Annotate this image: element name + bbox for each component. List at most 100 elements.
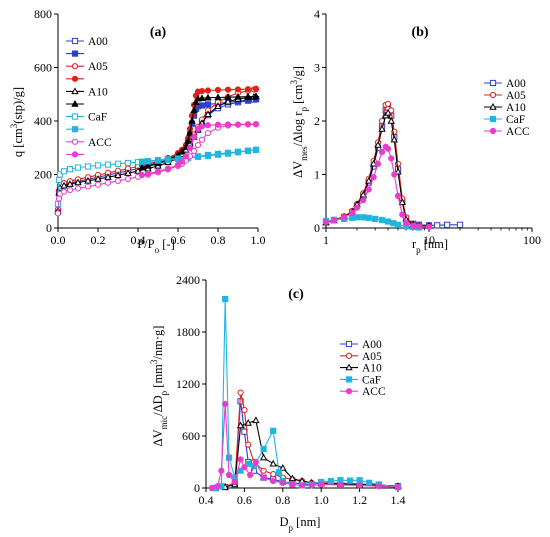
data-point — [327, 477, 334, 485]
data-point — [218, 467, 225, 474]
data-point — [194, 153, 202, 160]
legend-label: CaF — [506, 114, 525, 126]
data-point — [341, 214, 348, 221]
x-tick-label: 0.2 — [91, 233, 106, 247]
data-point — [214, 150, 222, 158]
legend-label: A10 — [506, 102, 526, 114]
y-tick-label: 0 — [314, 221, 320, 235]
data-point — [174, 155, 182, 162]
data-point — [353, 214, 361, 221]
y-axis-title: q [cm3(stp)/g] — [9, 87, 25, 157]
data-point — [214, 93, 222, 101]
data-point — [144, 170, 152, 177]
data-point — [260, 445, 267, 453]
data-point — [114, 171, 122, 179]
data-point — [298, 482, 306, 489]
data-point — [374, 141, 382, 148]
legend-marker — [489, 115, 497, 123]
y-tick-label: 4 — [314, 7, 320, 21]
data-point — [188, 116, 196, 124]
data-point — [241, 464, 248, 471]
data-point — [398, 198, 406, 206]
data-point — [378, 216, 386, 224]
legend-label: A00 — [88, 36, 108, 48]
data-point — [236, 421, 245, 429]
data-point — [372, 215, 379, 223]
data-point — [104, 179, 112, 186]
x-tick-label: 0.6 — [171, 233, 186, 247]
legend-marker — [71, 37, 79, 45]
data-point — [252, 458, 260, 466]
data-point — [378, 148, 386, 156]
data-point — [356, 477, 363, 484]
data-point — [204, 87, 212, 94]
data-point — [337, 481, 344, 489]
data-point — [260, 467, 267, 474]
data-point — [425, 223, 433, 231]
data-point — [56, 171, 64, 178]
series-line — [215, 401, 399, 489]
data-point — [84, 163, 92, 170]
data-point — [391, 171, 398, 178]
data-point — [224, 93, 232, 100]
data-point — [178, 158, 186, 165]
data-point — [245, 441, 252, 448]
data-point — [182, 153, 190, 160]
x-tick-label: 1.2 — [352, 493, 367, 507]
y-tick-label: 600 — [182, 429, 200, 443]
data-point — [346, 477, 354, 484]
data-point — [387, 116, 395, 124]
data-point — [154, 168, 162, 175]
panel-label: (a) — [150, 25, 167, 40]
x-tick-label: 0.4 — [131, 233, 146, 247]
data-point — [384, 218, 392, 225]
legend-label: CaF — [362, 374, 381, 386]
x-tick-label: 100 — [523, 233, 541, 247]
data-point — [114, 160, 122, 167]
data-point — [214, 86, 222, 94]
data-point — [144, 158, 152, 165]
data-point — [444, 221, 451, 228]
legend-label: A10 — [362, 363, 382, 375]
x-tick-label: 1 — [323, 233, 329, 247]
panel-a: 0.0 0.2 0.4 0.6 0.8 1.0 0 200 400 600 800 (a) A00 A05… — [9, 7, 266, 255]
data-point — [244, 418, 252, 426]
data-point — [194, 141, 202, 149]
data-point — [154, 156, 162, 164]
x-tick-label: 0.6 — [237, 493, 252, 507]
data-point — [288, 474, 297, 482]
legend-marker — [71, 87, 79, 95]
data-point — [356, 482, 363, 489]
series-line — [57, 123, 257, 214]
data-point — [60, 181, 68, 189]
data-point — [331, 217, 338, 224]
data-point — [375, 483, 382, 490]
data-point — [190, 147, 198, 155]
data-point — [394, 221, 402, 228]
series-line — [325, 111, 429, 227]
data-point — [360, 214, 367, 221]
data-point — [214, 121, 222, 128]
legend-marker — [71, 138, 79, 145]
data-point — [204, 110, 212, 118]
data-point — [204, 122, 212, 129]
data-point — [370, 174, 377, 181]
y-tick-label: 3 — [314, 61, 320, 75]
panel-c: 0.4 0.6 0.8 1.0 1.2 1.4 0 600 1200 1800 2400 (c) A00… — [149, 273, 406, 533]
y-tick-label: 800 — [34, 7, 52, 21]
data-point — [409, 222, 417, 229]
legend-label: A10 — [88, 86, 108, 98]
data-point — [365, 214, 372, 221]
data-point — [186, 129, 194, 136]
legend-marker — [71, 151, 79, 158]
data-point — [104, 161, 112, 168]
data-point — [214, 483, 221, 490]
data-point — [384, 100, 392, 107]
data-point — [390, 135, 398, 143]
data-point — [186, 144, 194, 151]
data-point — [270, 477, 277, 485]
data-point — [252, 85, 260, 93]
data-point — [366, 479, 373, 486]
data-point — [237, 456, 244, 463]
